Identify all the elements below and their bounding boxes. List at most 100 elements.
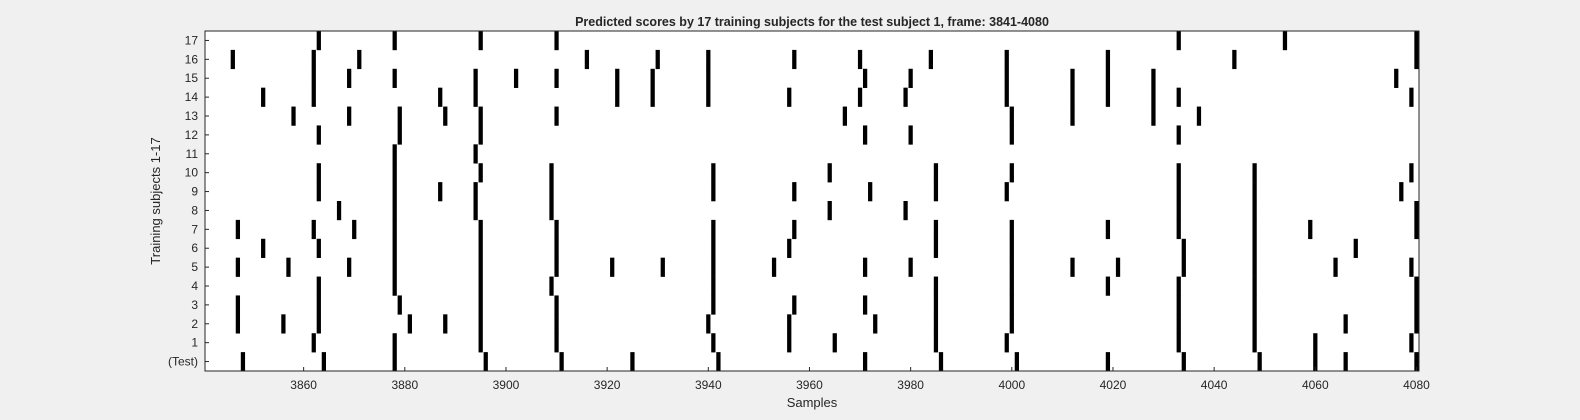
score-mark xyxy=(706,314,711,334)
score-mark xyxy=(1394,68,1399,88)
score-mark xyxy=(397,295,402,315)
score-mark xyxy=(438,182,443,202)
score-mark xyxy=(1151,106,1156,126)
score-mark xyxy=(792,49,797,70)
score-mark xyxy=(787,333,792,353)
score-mark xyxy=(1009,257,1014,277)
score-mark xyxy=(316,182,321,202)
score-mark xyxy=(311,219,316,240)
score-mark xyxy=(1151,87,1156,107)
y-tick-label: 7 xyxy=(191,222,198,236)
score-mark xyxy=(711,238,716,258)
score-mark xyxy=(903,201,908,221)
score-mark xyxy=(1105,352,1111,372)
score-mark xyxy=(316,238,321,258)
score-mark xyxy=(316,163,321,183)
score-mark xyxy=(1004,68,1009,88)
score-mark xyxy=(1105,87,1111,107)
score-mark xyxy=(1252,201,1257,221)
score-mark xyxy=(559,352,564,372)
score-mark xyxy=(706,68,711,88)
score-mark xyxy=(1176,201,1181,221)
x-tick-label: 3900 xyxy=(493,378,520,392)
score-mark xyxy=(1115,257,1121,277)
score-mark xyxy=(392,257,397,277)
score-mark xyxy=(473,144,478,164)
score-mark xyxy=(1414,219,1419,240)
score-mark xyxy=(1409,163,1414,183)
score-mark xyxy=(1151,68,1156,88)
score-mark xyxy=(397,125,402,145)
score-mark xyxy=(1308,219,1313,240)
x-tick-label: 4040 xyxy=(1201,378,1228,392)
score-mark xyxy=(478,31,483,51)
score-mark xyxy=(316,295,321,315)
score-mark xyxy=(1181,257,1186,277)
score-mark xyxy=(473,87,478,107)
score-mark xyxy=(1070,106,1075,126)
score-mark xyxy=(862,295,868,315)
score-mark xyxy=(1252,238,1257,258)
score-mark xyxy=(443,314,448,334)
score-mark xyxy=(281,314,286,334)
score-mark xyxy=(1196,106,1202,126)
score-mark xyxy=(240,352,246,372)
score-mark xyxy=(787,238,792,258)
score-mark xyxy=(933,314,939,334)
score-mark xyxy=(392,352,397,372)
score-mark xyxy=(261,238,266,258)
score-mark xyxy=(933,219,939,240)
score-mark xyxy=(336,201,342,221)
score-mark xyxy=(286,257,291,277)
score-mark xyxy=(655,49,660,70)
score-mark xyxy=(650,68,655,88)
score-mark xyxy=(1409,333,1414,353)
score-mark xyxy=(321,352,326,372)
score-mark xyxy=(1409,87,1414,107)
score-mark xyxy=(261,87,266,107)
score-mark xyxy=(1176,182,1181,202)
score-mark xyxy=(1105,68,1111,88)
score-mark xyxy=(832,333,837,353)
score-mark xyxy=(347,68,352,88)
score-mark xyxy=(1014,352,1019,372)
score-mark xyxy=(478,125,483,145)
y-tick-label: 17 xyxy=(185,33,199,47)
x-tick-label: 4060 xyxy=(1302,378,1329,392)
x-tick-label: 3960 xyxy=(796,378,823,392)
score-mark xyxy=(857,49,863,70)
score-mark xyxy=(933,163,939,183)
score-mark xyxy=(235,257,241,277)
score-mark xyxy=(1414,295,1419,315)
score-mark xyxy=(473,201,478,221)
score-mark xyxy=(908,68,913,88)
score-mark xyxy=(1176,163,1181,183)
score-mark xyxy=(1009,219,1014,240)
score-mark xyxy=(316,125,321,145)
score-mark xyxy=(903,87,908,107)
score-mark xyxy=(392,31,397,51)
score-mark xyxy=(908,125,913,145)
score-mark xyxy=(650,87,655,107)
x-tick-label: 4020 xyxy=(1100,378,1127,392)
score-mark xyxy=(1333,257,1338,277)
score-mark xyxy=(483,352,488,372)
score-mark xyxy=(1070,68,1075,88)
score-mark xyxy=(1009,106,1014,126)
score-mark xyxy=(1004,49,1009,70)
score-mark xyxy=(1343,352,1348,372)
score-mark xyxy=(554,257,559,277)
score-mark xyxy=(478,238,483,258)
score-mark xyxy=(513,68,519,88)
score-mark xyxy=(478,163,483,183)
score-mark xyxy=(438,87,443,107)
score-mark xyxy=(1009,295,1014,315)
y-tick-label: 8 xyxy=(191,203,198,217)
score-mark xyxy=(862,352,868,372)
score-mark xyxy=(549,201,554,221)
score-mark xyxy=(792,219,797,240)
score-mark xyxy=(473,182,478,202)
score-mark xyxy=(771,257,777,277)
score-mark xyxy=(554,31,559,51)
score-mark xyxy=(1399,182,1404,202)
